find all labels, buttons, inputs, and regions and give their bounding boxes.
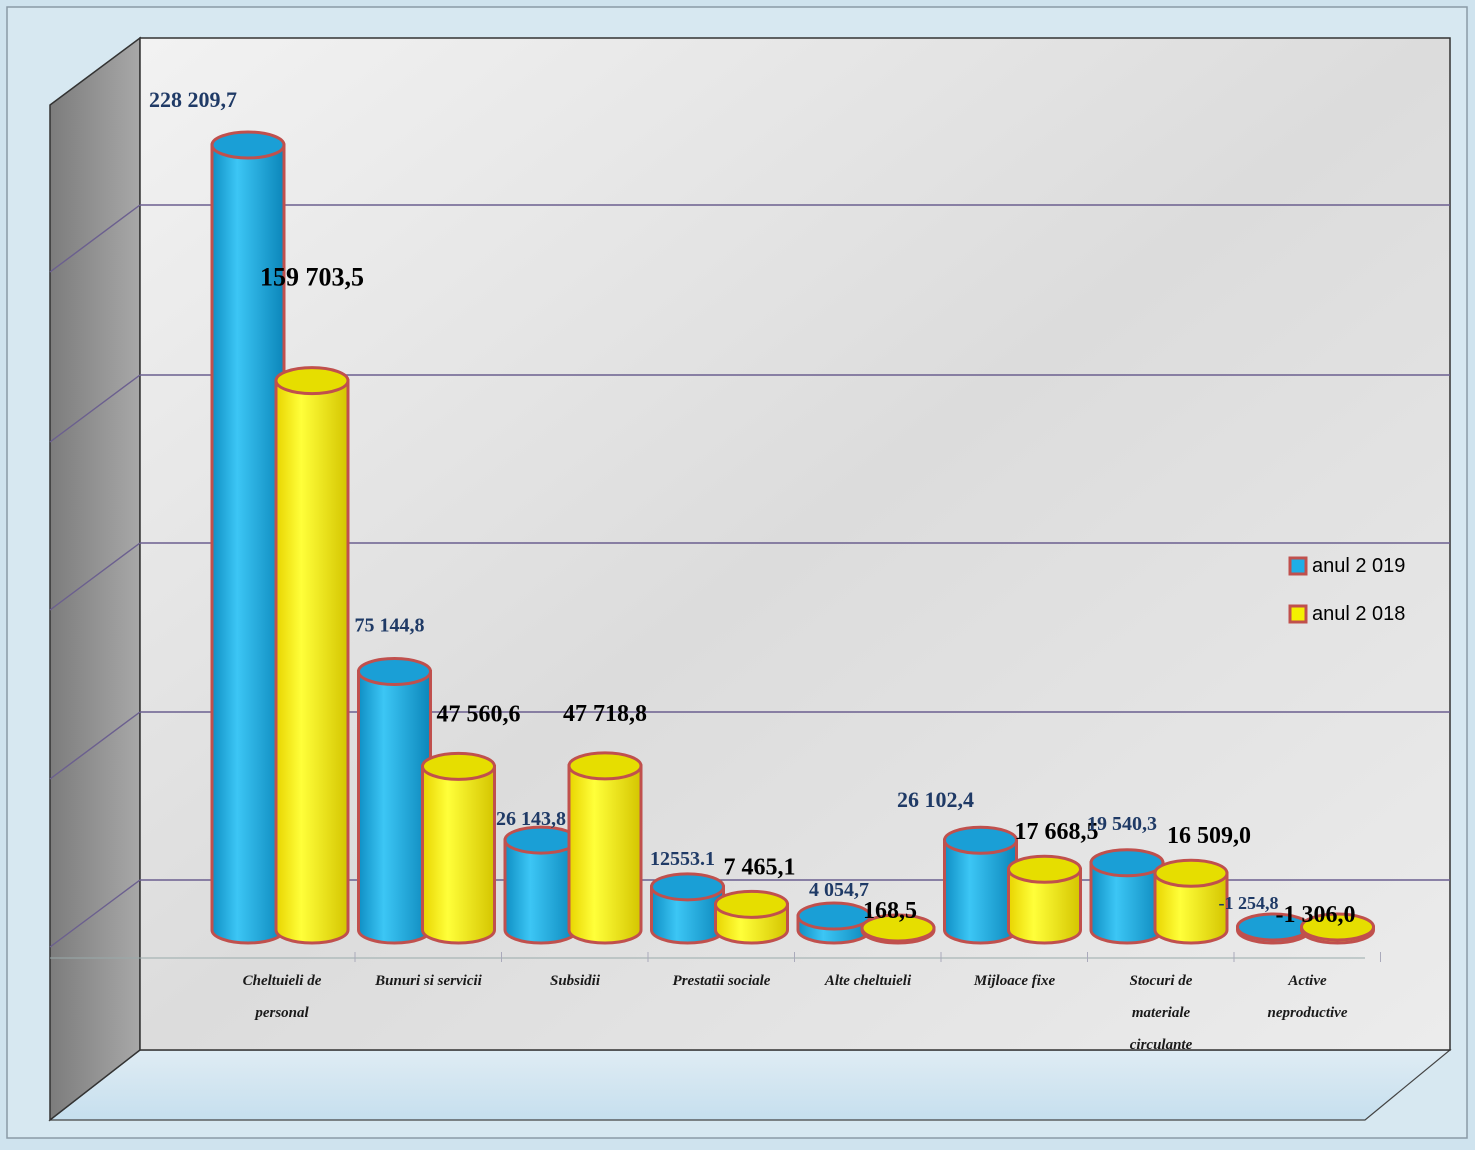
bar-2019-2 bbox=[503, 825, 579, 945]
bar-2019-3 bbox=[650, 872, 725, 945]
bar-2019-0 bbox=[210, 130, 286, 945]
bars bbox=[210, 130, 1375, 945]
gridline-side bbox=[49, 879, 141, 948]
bar-2019-4 bbox=[796, 901, 872, 945]
category-label: Cheltuieli de bbox=[243, 973, 322, 989]
data-label: 12553.1 bbox=[650, 848, 715, 870]
data-label: 47 560,6 bbox=[437, 701, 521, 727]
bar-2018-3 bbox=[714, 889, 789, 945]
bar-2018-1 bbox=[421, 751, 496, 945]
bar-2019-1 bbox=[357, 657, 432, 945]
data-label: 16 509,0 bbox=[1167, 823, 1251, 849]
category-label: Stocuri de bbox=[1130, 973, 1193, 989]
data-label: 168,5 bbox=[863, 898, 917, 924]
category-label: Prestatii sociale bbox=[673, 973, 771, 989]
data-label: 17 668,5 bbox=[1015, 819, 1099, 845]
data-label: 47 718,8 bbox=[563, 701, 647, 727]
bar-2018-5 bbox=[1007, 854, 1082, 945]
data-label: 228 209,7 bbox=[149, 87, 237, 112]
legend: anul 2 019 anul 2 018 bbox=[1288, 555, 1405, 625]
data-label: 4 054,7 bbox=[809, 879, 869, 901]
data-label: 7 465,1 bbox=[724, 854, 796, 880]
bar-2018-7 bbox=[1300, 912, 1375, 945]
category-label: materiale bbox=[1132, 1005, 1191, 1021]
data-label: -1 306,0 bbox=[1276, 902, 1356, 928]
category-label: Active bbox=[1287, 973, 1327, 989]
gridline-side bbox=[49, 542, 141, 611]
gridline-side bbox=[49, 711, 141, 780]
bar-2018-2 bbox=[567, 751, 643, 945]
chart-floor bbox=[48, 1049, 1452, 1121]
category-label: neproductive bbox=[1268, 1005, 1348, 1021]
legend-swatch-2019 bbox=[1288, 556, 1308, 576]
bar-2019-6 bbox=[1089, 848, 1165, 945]
category-label: circulante bbox=[1130, 1037, 1193, 1053]
legend-label-2018: anul 2 018 bbox=[1312, 603, 1405, 625]
bar-2018-0 bbox=[274, 366, 350, 945]
data-label: -1 254,8 bbox=[1219, 893, 1279, 913]
gridline-side bbox=[49, 204, 141, 273]
legend-swatch-2018 bbox=[1288, 604, 1308, 624]
bar-2019-5 bbox=[943, 825, 1018, 945]
category-label: personal bbox=[253, 1005, 309, 1021]
bar-2018-4 bbox=[860, 913, 936, 945]
data-label: 19 540,3 bbox=[1087, 813, 1157, 835]
category-label: Mijloace fixe bbox=[973, 973, 1056, 989]
data-label: 26 102,4 bbox=[897, 787, 974, 812]
data-labels: 228 209,7 159 703,5 75 144,8 47 560,6 26 143… bbox=[149, 87, 1356, 928]
bar-2018-6 bbox=[1153, 858, 1229, 945]
data-label: 26 143,8 bbox=[496, 808, 566, 830]
data-label: 75 144,8 bbox=[355, 615, 425, 637]
legend-label-2019: anul 2 019 bbox=[1312, 555, 1405, 577]
category-label: Alte cheltuieli bbox=[824, 973, 912, 989]
category-label: Bunuri si servicii bbox=[374, 973, 483, 989]
gridline-side bbox=[49, 374, 141, 443]
category-labels: Cheltuieli de personal Bunuri si servicii S… bbox=[243, 973, 1348, 1053]
data-label: 159 703,5 bbox=[260, 263, 364, 292]
category-label: Subsidii bbox=[550, 973, 601, 989]
